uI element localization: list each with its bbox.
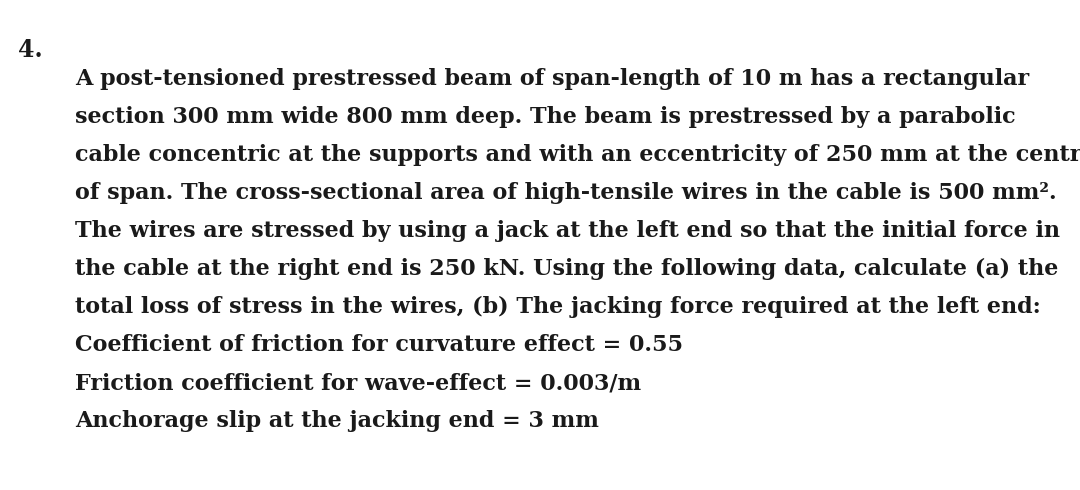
Text: the cable at the right end is 250 kN. Using the following data, calculate (a) th: the cable at the right end is 250 kN. Us… (75, 258, 1058, 280)
Text: of span. The cross-sectional area of high-tensile wires in the cable is 500 mm².: of span. The cross-sectional area of hig… (75, 182, 1056, 204)
Text: Friction coefficient for wave-effect = 0.003/m: Friction coefficient for wave-effect = 0… (75, 372, 642, 394)
Text: A post-tensioned prestressed beam of span-length of 10 m has a rectangular: A post-tensioned prestressed beam of spa… (75, 68, 1029, 90)
Text: 4.: 4. (18, 38, 42, 62)
Text: Coefficient of friction for curvature effect = 0.55: Coefficient of friction for curvature ef… (75, 334, 683, 356)
Text: Anchorage slip at the jacking end = 3 mm: Anchorage slip at the jacking end = 3 mm (75, 410, 599, 432)
Text: section 300 mm wide 800 mm deep. The beam is prestressed by a parabolic: section 300 mm wide 800 mm deep. The bea… (75, 106, 1015, 128)
Text: The wires are stressed by using a jack at the left end so that the initial force: The wires are stressed by using a jack a… (75, 220, 1059, 242)
Text: cable concentric at the supports and with an eccentricity of 250 mm at the centr: cable concentric at the supports and wit… (75, 144, 1080, 166)
Text: total loss of stress in the wires, (b) The jacking force required at the left en: total loss of stress in the wires, (b) T… (75, 296, 1041, 318)
